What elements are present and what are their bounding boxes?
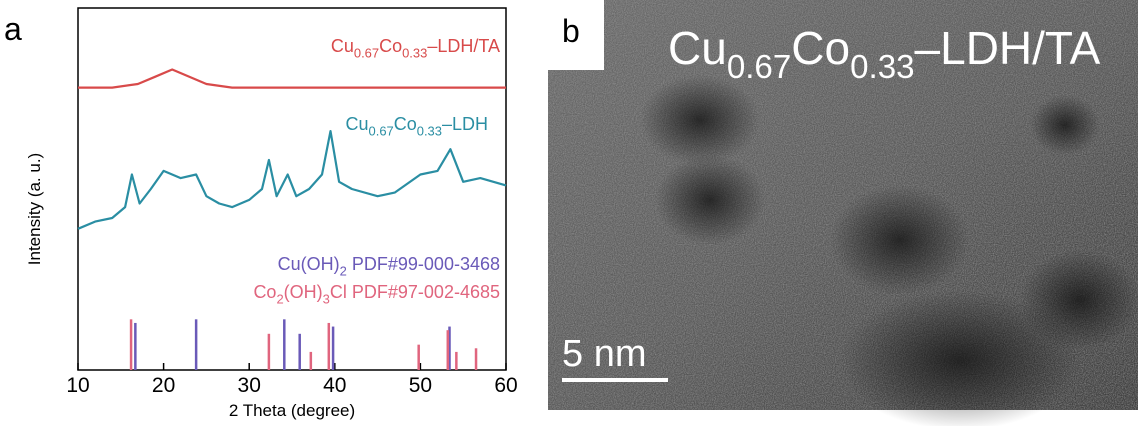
particle xyxy=(1030,95,1100,155)
tem-image: b Cu0.67Co0.33–LDH/TA 5 nm xyxy=(548,0,1138,426)
xrd-chart: 10 20 30 40 50 60 2 Theta (degree) Intensity (a… xyxy=(25,8,518,420)
y-axis-label: Intensity (a. u.) xyxy=(25,153,44,265)
x-axis-label: 2 Theta (degree) xyxy=(229,401,355,420)
plot-frame xyxy=(78,8,506,370)
x-tick-label: 30 xyxy=(238,374,261,397)
series-label: Cu0.67Co0.33–LDH/TA xyxy=(331,36,500,60)
x-tick-label: 40 xyxy=(323,374,346,397)
particle xyxy=(830,185,970,295)
x-tick-label: 20 xyxy=(152,374,175,397)
xrd-curve xyxy=(78,70,506,88)
x-tick-label: 50 xyxy=(409,374,432,397)
xrd-curve xyxy=(78,131,506,229)
x-tick-label: 60 xyxy=(494,374,517,397)
panel-label: a xyxy=(4,11,22,47)
figure: a 10 20 30 40 50 60 2 Theta (degree) Intensity … xyxy=(0,0,1138,426)
series-label: Co2(OH)3Cl PDF#97-002-4685 xyxy=(253,282,500,306)
particle xyxy=(655,155,765,245)
series-label: Cu0.67Co0.33–LDH xyxy=(346,114,489,138)
x-tick-label: 10 xyxy=(66,374,89,397)
particle xyxy=(1020,250,1138,350)
series-label: Cu(OH)2 PDF#99-000-3468 xyxy=(278,254,500,278)
scale-bar-label: 5 nm xyxy=(562,333,646,375)
panel-label: b xyxy=(562,13,580,49)
particle xyxy=(640,75,760,165)
